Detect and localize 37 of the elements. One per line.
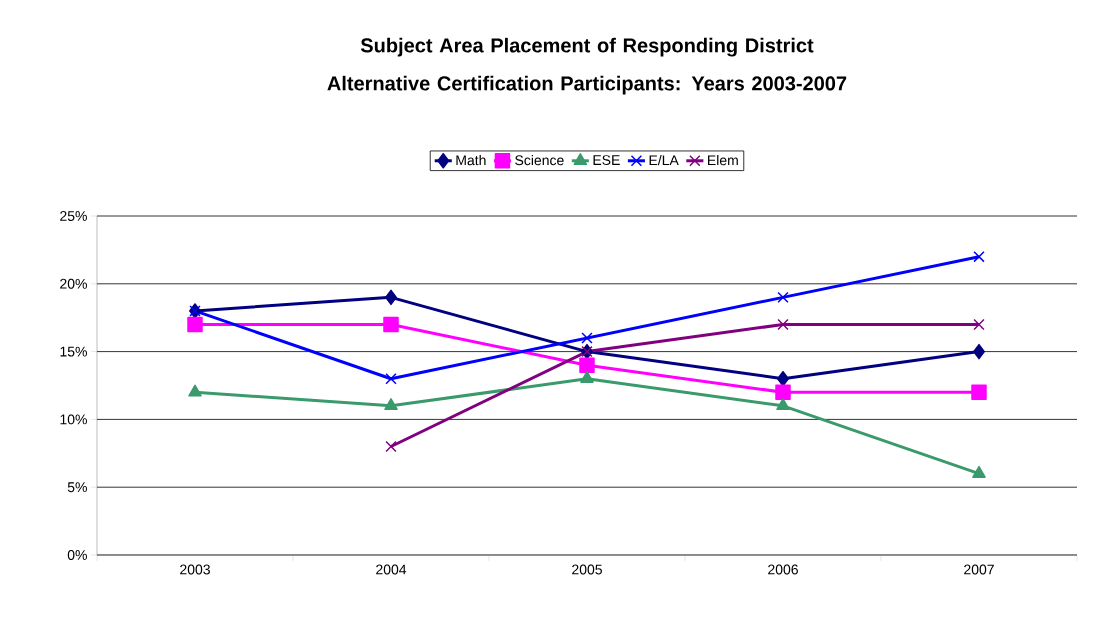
- point: [383, 316, 399, 333]
- x-tick-label: 2005: [572, 564, 602, 575]
- point: [777, 318, 789, 331]
- x-tick-label: 2006: [768, 564, 798, 575]
- y-tick-label: 0%: [67, 550, 87, 560]
- x-tick-label: 2003: [180, 564, 210, 575]
- point: [188, 384, 202, 397]
- x-tick-label: 2004: [376, 564, 407, 575]
- y-tick-label: 20%: [60, 278, 87, 289]
- point: [385, 289, 397, 306]
- point: [776, 398, 790, 411]
- legend-label: Math: [456, 154, 486, 166]
- legend-label: E/LA: [649, 154, 679, 166]
- point: [971, 384, 987, 401]
- legend-label: Science: [515, 154, 564, 166]
- point: [385, 373, 397, 385]
- point: [777, 291, 789, 304]
- point: [973, 318, 985, 331]
- point: [385, 440, 397, 453]
- point: [579, 357, 595, 373]
- point: [187, 316, 203, 333]
- point: [775, 384, 791, 401]
- point: [581, 332, 593, 344]
- legend-label: Elem: [708, 154, 738, 166]
- y-tick-label: 15%: [60, 346, 87, 357]
- y-tick-label: 10%: [60, 414, 87, 425]
- point: [580, 370, 594, 383]
- y-tick-label: 5%: [67, 482, 87, 493]
- x-tick-label: 2007: [964, 564, 994, 575]
- point: [777, 370, 789, 387]
- point: [973, 250, 985, 263]
- point: [972, 465, 986, 478]
- chart-title: Subject Area Placement of Responding District Alternative Certification Participants: Years 2003-2007: [327, 37, 847, 95]
- y-tick-label: 25%: [60, 211, 87, 221]
- point: [973, 343, 985, 360]
- point: [384, 398, 398, 411]
- legend-label: ESE: [593, 155, 620, 166]
